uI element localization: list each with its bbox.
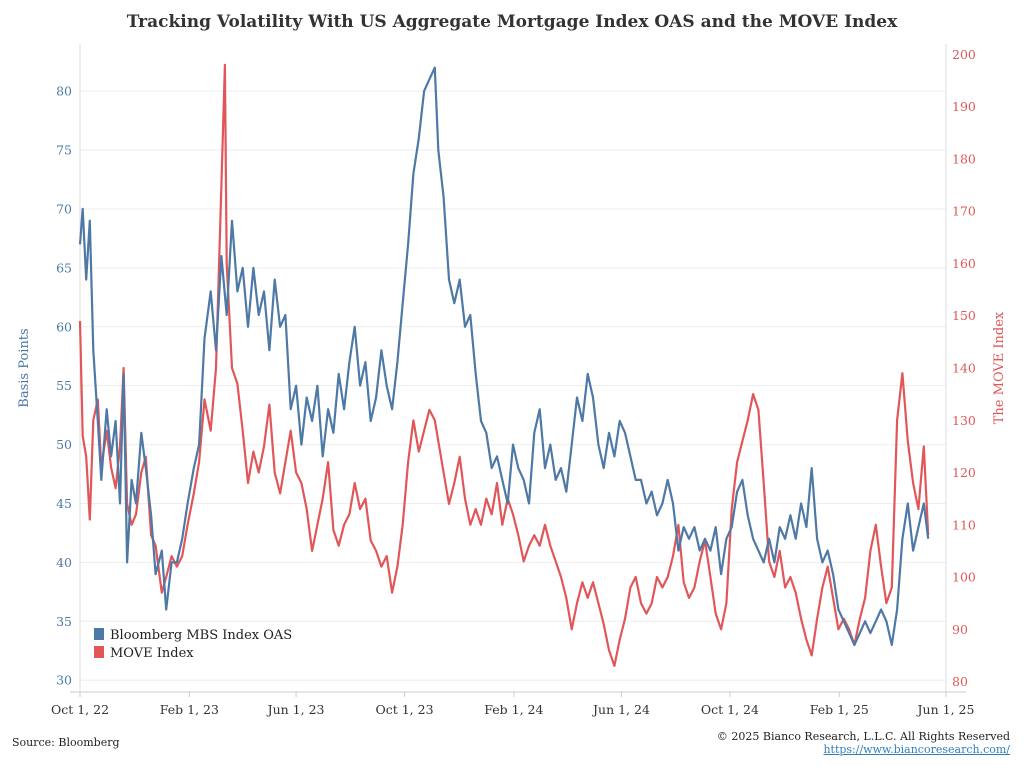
left-tick-label: 45 bbox=[56, 496, 72, 511]
website-link[interactable]: https://www.biancoresearch.com/ bbox=[823, 743, 1010, 756]
left-axis-title: Basis Points bbox=[17, 328, 32, 407]
right-tick-label: 120 bbox=[952, 465, 976, 480]
right-tick-label: 160 bbox=[952, 256, 976, 271]
x-tick-label: Feb 1, 24 bbox=[484, 702, 543, 717]
left-tick-label: 60 bbox=[56, 319, 72, 334]
oas-series-line bbox=[78, 66, 930, 646]
right-tick-label: 190 bbox=[952, 99, 976, 114]
right-tick-label: 90 bbox=[952, 622, 968, 637]
gridlines bbox=[80, 90, 946, 681]
legend-label: Bloomberg MBS Index OAS bbox=[110, 628, 292, 643]
right-tick-label: 80 bbox=[952, 674, 968, 689]
left-tick-label: 55 bbox=[56, 378, 72, 393]
x-tick-label: Feb 1, 23 bbox=[160, 702, 219, 717]
left-tick-label: 40 bbox=[56, 555, 72, 570]
right-tick-label: 110 bbox=[952, 517, 976, 532]
x-tick-label: Jun 1, 23 bbox=[266, 702, 325, 717]
left-tick-label: 65 bbox=[56, 260, 72, 275]
x-tick-label: Oct 1, 23 bbox=[375, 702, 433, 717]
copyright-note: © 2025 Bianco Research, L.L.C. All Right… bbox=[716, 730, 1010, 743]
left-tick-label: 80 bbox=[56, 84, 72, 99]
right-axis-title: The MOVE Index bbox=[992, 311, 1007, 424]
x-tick-label: Oct 1, 24 bbox=[701, 702, 759, 717]
source-note: Source: Bloomberg bbox=[12, 736, 120, 749]
right-tick-label: 200 bbox=[952, 47, 976, 62]
page-title: Tracking Volatility With US Aggregate Mo… bbox=[126, 12, 898, 32]
left-tick-label: 35 bbox=[56, 614, 72, 629]
legend-label: MOVE Index bbox=[110, 646, 194, 661]
x-tick-label: Oct 1, 22 bbox=[51, 702, 109, 717]
move-series-line bbox=[78, 63, 930, 667]
right-tick-label: 130 bbox=[952, 413, 976, 428]
legend-swatch bbox=[94, 646, 104, 658]
left-tick-label: 75 bbox=[56, 143, 72, 158]
left-tick-label: 50 bbox=[56, 437, 72, 452]
right-tick-label: 100 bbox=[952, 570, 976, 585]
right-tick-label: 140 bbox=[952, 361, 976, 376]
series-lines bbox=[78, 63, 930, 667]
legend: Bloomberg MBS Index OAS MOVE Index bbox=[94, 628, 292, 661]
x-tick-label: Jun 1, 25 bbox=[916, 702, 975, 717]
x-tick-label: Jun 1, 24 bbox=[591, 702, 650, 717]
legend-swatch bbox=[94, 628, 104, 640]
x-tick-label: Feb 1, 25 bbox=[810, 702, 869, 717]
right-tick-label: 170 bbox=[952, 204, 976, 219]
left-tick-label: 70 bbox=[56, 201, 72, 216]
left-tick-label: 30 bbox=[56, 673, 72, 688]
axes: 30 35 40 45 50 55 60 65 70 75 80 80 90 100 110 120 130 14… bbox=[17, 44, 1007, 717]
right-tick-label: 150 bbox=[952, 308, 976, 323]
right-tick-label: 180 bbox=[952, 151, 976, 166]
